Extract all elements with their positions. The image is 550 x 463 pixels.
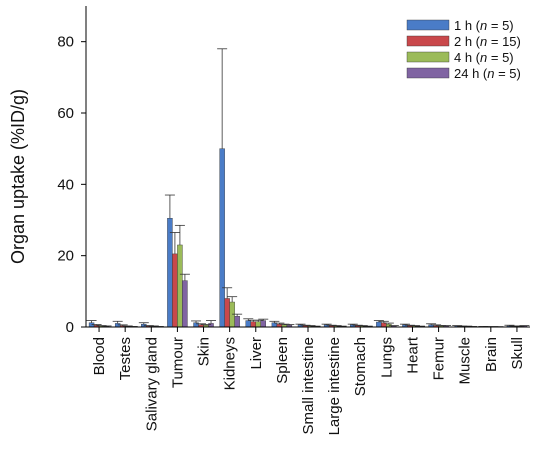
- y-axis-title: Organ uptake (%ID/g): [8, 89, 28, 264]
- x-tick-label: Large intestine: [326, 337, 343, 435]
- y-tick-label: 60: [57, 105, 74, 122]
- x-tick-label: Kidneys: [222, 337, 239, 390]
- legend-label-3: 24 h (n = 5): [454, 66, 521, 81]
- legend-label-2: 4 h (n = 5): [454, 50, 514, 65]
- x-tick-label: Spleen: [274, 337, 291, 384]
- x-tick-label: Testes: [117, 337, 134, 380]
- bar-3-1: [172, 253, 178, 328]
- bar-4-3: [208, 323, 214, 328]
- bar-6-0: [245, 320, 251, 328]
- legend: 1 h (n = 5)2 h (n = 15)4 h (n = 5)24 h (…: [406, 18, 521, 81]
- bar-11-0: [376, 321, 382, 328]
- y-tick-label: 40: [57, 176, 74, 193]
- bar-3-2: [177, 244, 183, 328]
- bar-3-3: [182, 280, 188, 328]
- y-tick-label: 20: [57, 248, 74, 265]
- x-tick-label: Tumour: [169, 337, 186, 388]
- legend-label-1: 2 h (n = 15): [454, 34, 521, 49]
- x-tick-label: Lungs: [378, 337, 395, 378]
- x-tick-label: Femur: [431, 337, 448, 380]
- x-tick-label: Small intestine: [300, 337, 317, 435]
- bar-6-1: [250, 321, 256, 328]
- legend-swatch-3: [406, 67, 450, 79]
- bar-5-0: [219, 148, 225, 328]
- x-tick-label: Brain: [483, 337, 500, 372]
- x-tick-label: Stomach: [352, 337, 369, 396]
- y-tick-label: 0: [66, 319, 74, 336]
- y-tick-label: 80: [57, 34, 74, 51]
- x-tick-label: Muscle: [457, 337, 474, 385]
- bar-4-0: [193, 322, 199, 328]
- bar-3-0: [167, 218, 173, 328]
- x-tick-label: Heart: [404, 336, 421, 374]
- x-tick-label: Salivary gland: [143, 337, 160, 431]
- y-ticks: 0 20 40 60 80: [57, 34, 86, 336]
- bar-5-1: [224, 298, 230, 328]
- bar-5-3: [234, 316, 240, 328]
- legend-swatch-2: [406, 51, 450, 63]
- bar-6-2: [255, 321, 261, 328]
- x-tick-label: Blood: [91, 337, 108, 375]
- legend-swatch-1: [406, 35, 450, 47]
- x-tick-label: Liver: [248, 337, 265, 370]
- x-tick-label: Skull: [509, 337, 526, 370]
- bars-layer: [88, 148, 528, 328]
- x-ticks: Blood Testes Salivary gland Tumour Skin Kidne…: [91, 327, 526, 435]
- bar-6-3: [260, 320, 266, 328]
- error-bars-layer: [86, 48, 530, 328]
- legend-swatch-0: [406, 19, 450, 31]
- legend-label-0: 1 h (n = 5): [454, 18, 514, 33]
- x-tick-label: Skin: [196, 337, 213, 366]
